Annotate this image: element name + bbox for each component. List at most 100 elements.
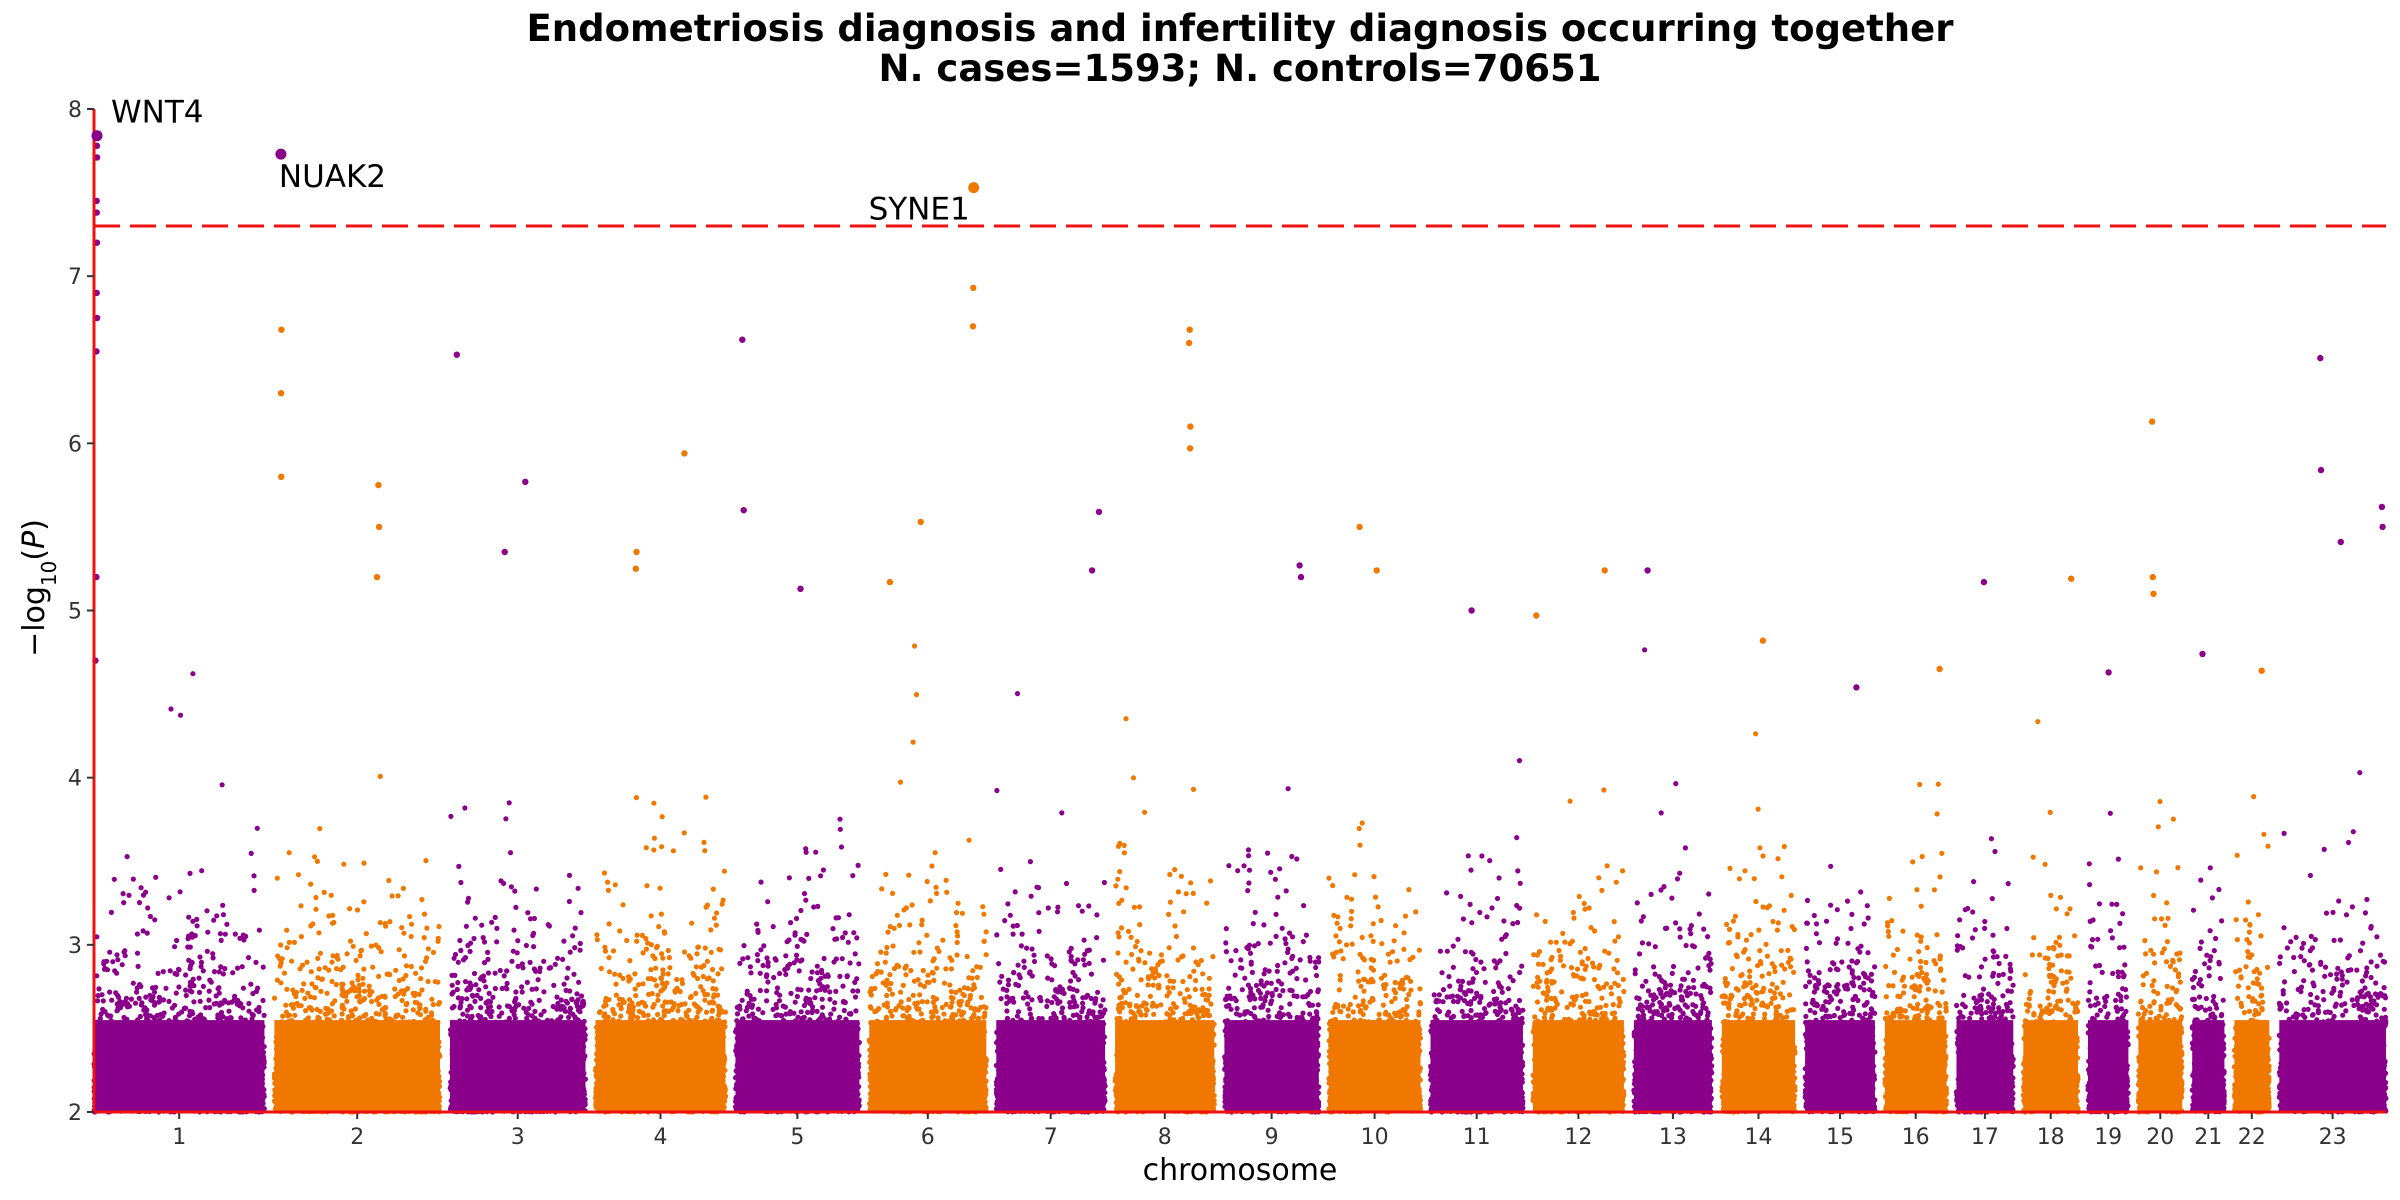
data-point [508,884,514,890]
data-point [138,885,144,891]
data-point [128,996,134,1002]
data-point [130,876,136,882]
data-point [153,874,159,880]
hit-point [277,390,285,397]
hit-point [373,573,381,581]
data-point [197,998,203,1004]
data-point [363,931,369,937]
data-point [361,966,367,972]
data-point [126,892,132,898]
data-point [297,966,303,972]
data-point [109,997,115,1003]
data-point [361,995,368,1002]
data-point [333,966,340,972]
data-point [481,960,488,966]
data-point [106,1013,112,1019]
data-point [114,952,120,958]
data-point [344,951,350,957]
data-point [176,984,182,990]
data-point [130,980,136,986]
data-point [417,1005,423,1012]
data-point [400,885,406,892]
data-point [211,917,217,923]
data-point [237,1003,243,1009]
data-point [458,879,464,886]
data-point [277,963,283,969]
data-point [215,986,221,992]
data-point [278,980,284,986]
data-point [401,953,407,959]
data-point [111,876,117,882]
data-point [312,854,318,860]
data-point [377,920,383,926]
data-point [392,986,398,992]
data-point [104,967,111,973]
data-point [302,995,308,1002]
data-point [240,985,246,991]
data-point [317,950,324,956]
data-point [239,964,245,970]
data-point [369,998,375,1005]
data-point [195,1014,201,1020]
data-point [145,905,151,911]
dense-points-band [274,1020,440,1112]
data-point [295,872,302,878]
data-point [304,959,310,965]
data-point [318,988,324,995]
data-point [308,969,314,975]
data-point [410,1007,416,1013]
data-point [316,966,322,972]
data-point [432,979,438,985]
data-point [222,966,228,972]
data-point [168,706,174,712]
data-point [219,1013,225,1019]
data-points [91,132,2389,1115]
data-point [301,981,307,987]
data-point [377,773,383,780]
data-point [374,997,380,1003]
data-point [274,875,280,881]
data-point [400,976,406,982]
data-point [132,1000,139,1006]
data-point [465,895,472,901]
data-point [316,930,322,936]
data-point [253,988,260,995]
data-point [435,1001,442,1007]
data-point [472,998,478,1005]
data-point [560,956,566,963]
data-point [350,943,356,949]
data-point [494,939,500,945]
data-point [187,944,193,950]
data-point [160,997,167,1003]
data-point [435,935,441,941]
data-point [368,943,374,949]
data-point [190,671,196,677]
data-point [312,984,318,990]
data-point [572,925,578,931]
dense-points-band [94,1020,265,1112]
data-point [197,954,203,960]
data-point [344,998,350,1005]
data-point [389,893,395,899]
chromosome-3-points [447,351,589,1115]
data-point [419,896,425,903]
data-point [134,931,140,937]
data-point [370,964,376,970]
data-point [248,981,254,987]
data-point [399,925,405,931]
data-point [507,850,514,856]
data-point [110,959,116,965]
data-point [283,1002,289,1008]
data-point [382,920,388,927]
data-point [314,858,320,865]
data-point [354,907,361,913]
data-point [471,935,477,942]
data-point [319,976,325,982]
data-point [115,957,121,963]
data-point [196,975,202,981]
data-point [194,923,200,929]
data-point [107,989,113,995]
data-point [283,1009,289,1015]
data-point [567,949,573,955]
chart-title: Endometriosis diagnosis and infertility … [527,7,1955,50]
